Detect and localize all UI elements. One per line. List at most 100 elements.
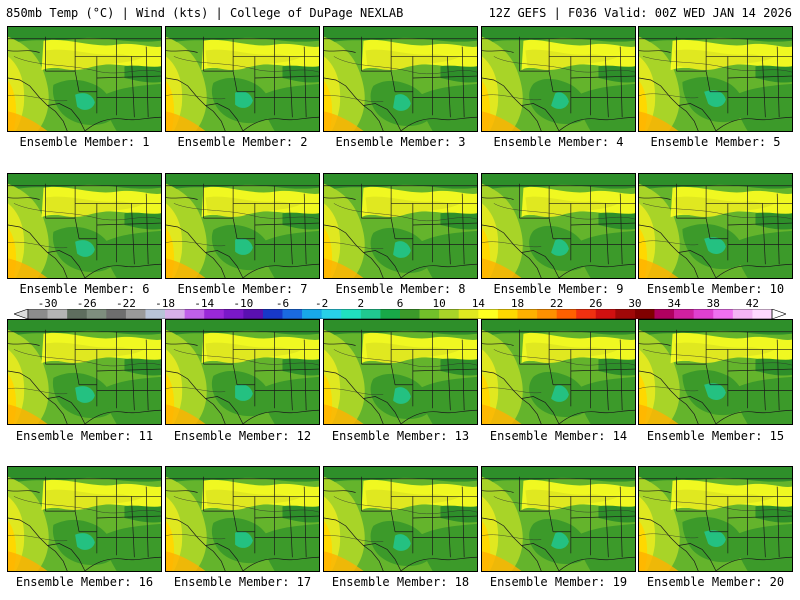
ensemble-member-map[interactable]: [165, 466, 320, 572]
colorbar-segment: [165, 309, 185, 319]
colorbar-tick-label: 14: [471, 297, 485, 310]
colorbar-segment: [517, 309, 538, 319]
ensemble-member-map[interactable]: [165, 26, 320, 132]
colorbar-segment: [752, 309, 773, 319]
ensemble-member-label: Ensemble Member: 4: [493, 135, 624, 149]
colorbar-segment: [713, 309, 734, 319]
ensemble-member-map[interactable]: [481, 26, 636, 132]
colorbar-tick-label: 42: [745, 297, 760, 310]
colorbar-segment: [537, 309, 557, 319]
ensemble-member-label: Ensemble Member: 2: [177, 135, 308, 149]
ensemble-member-map[interactable]: [165, 319, 320, 425]
colorbar-segment: [302, 309, 322, 319]
ensemble-member-map[interactable]: [323, 26, 478, 132]
ensemble-member-label: Ensemble Member: 15: [646, 429, 785, 443]
colorbar-segment: [86, 309, 107, 319]
ensemble-member-map[interactable]: [638, 466, 793, 572]
colorbar-low-arrow: [14, 309, 29, 319]
colorbar-segment: [341, 309, 362, 319]
ensemble-member-map[interactable]: [481, 173, 636, 279]
colorbar-segment: [223, 309, 244, 319]
ensemble-member-label: Ensemble Member: 11: [15, 429, 154, 443]
colorbar-high-arrow: [771, 309, 786, 319]
ensemble-member-map[interactable]: [638, 173, 793, 279]
ensemble-member-label: Ensemble Member: 5: [650, 135, 781, 149]
ensemble-member-label: Ensemble Member: 14: [489, 429, 628, 443]
colorbar-tick-label: 10: [432, 297, 446, 310]
colorbar-segment: [693, 309, 714, 319]
colorbar-segment: [262, 309, 283, 319]
colorbar-tick-label: -6: [275, 297, 290, 310]
colorbar-tick-label: 26: [589, 297, 603, 310]
ensemble-member-label: Ensemble Member: 12: [173, 429, 312, 443]
colorbar-segment: [106, 309, 127, 319]
ensemble-member-label: Ensemble Member: 3: [335, 135, 466, 149]
colorbar-tick-label: 34: [667, 297, 681, 310]
colorbar-segment: [204, 309, 225, 319]
colorbar-segment: [497, 309, 518, 319]
colorbar-outline: [27, 309, 773, 319]
colorbar-segment: [67, 309, 88, 319]
colorbar-segment: [125, 309, 146, 319]
colorbar-segment: [615, 309, 636, 319]
ensemble-member-label: Ensemble Member: 9: [493, 282, 624, 296]
ensemble-member-label: Ensemble Member: 13: [331, 429, 470, 443]
ensemble-member-map[interactable]: [165, 173, 320, 279]
colorbar-segment: [184, 309, 205, 319]
map-title: 850mb Temp (°C) | Wind (kts) | College o…: [6, 6, 404, 20]
colorbar-segment: [458, 309, 479, 319]
colorbar-segment: [556, 309, 577, 319]
ensemble-member-label: Ensemble Member: 20: [646, 575, 785, 589]
colorbar-segment: [380, 309, 401, 319]
ensemble-member-label: Ensemble Member: 1: [19, 135, 150, 149]
colorbar-segment: [400, 309, 420, 319]
temperature-colorbar: [14, 309, 786, 319]
colorbar-segment: [576, 309, 597, 319]
ensemble-member-map[interactable]: [638, 319, 793, 425]
ensemble-member-map[interactable]: [638, 26, 793, 132]
ensemble-member-label: Ensemble Member: 16: [15, 575, 154, 589]
ensemble-member-map[interactable]: [7, 319, 162, 425]
model-valid-time: 12Z GEFS | F036 Valid: 00Z WED JAN 14 20…: [488, 6, 792, 20]
colorbar-tick-label: 6: [396, 297, 404, 310]
colorbar-tick-label: -18: [155, 297, 175, 310]
colorbar-tick-label: -22: [115, 297, 136, 310]
colorbar-segment: [419, 309, 440, 319]
colorbar-segment: [360, 309, 381, 319]
ensemble-member-map[interactable]: [481, 319, 636, 425]
colorbar-segment: [145, 309, 166, 319]
ensemble-member-map[interactable]: [323, 173, 478, 279]
ensemble-member-label: Ensemble Member: 17: [173, 575, 312, 589]
ensemble-member-label: Ensemble Member: 8: [335, 282, 466, 296]
ensemble-member-label: Ensemble Member: 7: [177, 282, 308, 296]
ensemble-member-label: Ensemble Member: 18: [331, 575, 470, 589]
colorbar-segment: [478, 309, 499, 319]
colorbar-segment: [243, 309, 264, 319]
colorbar-segment: [674, 309, 694, 319]
colorbar-tick-label: 38: [706, 297, 720, 310]
colorbar-segment: [282, 309, 303, 319]
colorbar-segment: [654, 309, 675, 319]
ensemble-member-map[interactable]: [7, 466, 162, 572]
colorbar-tick-label: -30: [37, 297, 58, 310]
colorbar-tick-label: -26: [76, 297, 97, 310]
colorbar-segment: [732, 309, 753, 319]
colorbar-segment: [321, 309, 342, 319]
colorbar-tick-label: 30: [628, 297, 642, 310]
colorbar-segment: [28, 309, 48, 319]
ensemble-member-map[interactable]: [7, 26, 162, 132]
ensemble-member-label: Ensemble Member: 19: [489, 575, 628, 589]
ensemble-member-map[interactable]: [7, 173, 162, 279]
ensemble-member-map[interactable]: [481, 466, 636, 572]
ensemble-member-map[interactable]: [323, 466, 478, 572]
colorbar-segment: [634, 309, 655, 319]
colorbar-segment: [595, 309, 616, 319]
ensemble-member-label: Ensemble Member: 6: [19, 282, 150, 296]
colorbar-tick-label: -14: [194, 297, 215, 310]
colorbar-segment: [47, 309, 68, 319]
colorbar-tick-label: 22: [550, 297, 564, 310]
ensemble-member-map[interactable]: [323, 319, 478, 425]
colorbar-tick-label: 2: [357, 297, 365, 310]
colorbar-tick-label: -2: [315, 297, 329, 310]
colorbar-tick-label: 18: [510, 297, 525, 310]
